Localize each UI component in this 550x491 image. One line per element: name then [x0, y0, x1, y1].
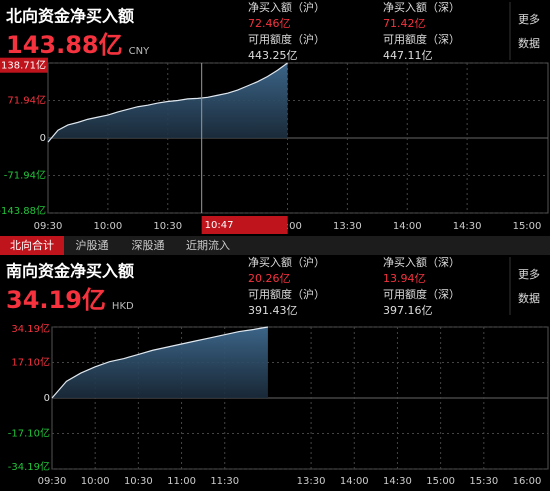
tab[interactable]: 近期流入 — [186, 238, 230, 252]
more-link[interactable]: 更多 — [518, 267, 540, 281]
x-tick-label: 14:30 — [453, 221, 482, 232]
stat-label: 可用额度（深） — [383, 287, 460, 301]
stat-label: 可用额度（沪） — [248, 287, 325, 301]
total-value: 143.88亿 — [6, 31, 123, 59]
more-link[interactable]: 数据 — [518, 36, 540, 50]
y-tick-label: 17.10亿 — [11, 355, 50, 368]
y-tick-label: -34.19亿 — [8, 460, 50, 473]
x-tick-label: 10:00 — [81, 476, 110, 487]
x-tick-label: 10:30 — [124, 476, 153, 487]
currency: CNY — [129, 46, 150, 57]
more-link[interactable]: 数据 — [518, 291, 540, 305]
currency: HKD — [112, 301, 134, 312]
tab[interactable]: 沪股通 — [76, 238, 109, 252]
stat-label: 净买入额（深） — [383, 0, 460, 14]
x-tick-label: 13:30 — [297, 476, 326, 487]
total-value: 34.19亿 — [6, 286, 106, 314]
stat-value: 443.25亿 — [248, 49, 298, 62]
y-tick-label: -71.94亿 — [4, 169, 46, 182]
stat-value: 391.43亿 — [248, 304, 298, 317]
stat-value: 447.11亿 — [383, 49, 433, 62]
tab[interactable]: 深股通 — [132, 239, 165, 252]
cursor-y-box — [0, 57, 48, 73]
stat-label: 净买入额（沪） — [248, 0, 325, 14]
more-link[interactable]: 更多 — [518, 12, 540, 26]
panel-title: 南向资金净买入额 — [6, 262, 134, 281]
x-tick-label: 11:00 — [167, 476, 196, 487]
stat-label: 净买入额（深） — [383, 255, 460, 269]
tab-bar — [0, 236, 550, 255]
x-tick-label: 16:00 — [513, 476, 542, 487]
x-tick-label: 10:30 — [153, 221, 182, 232]
x-tick-label: 09:30 — [38, 476, 67, 487]
stat-label: 可用额度（沪） — [248, 32, 325, 46]
x-tick-label: 10:00 — [93, 221, 122, 232]
area — [48, 63, 288, 143]
stat-value: 71.42亿 — [383, 17, 426, 30]
stat-value: 72.46亿 — [248, 17, 291, 30]
x-tick-label: 15:00 — [513, 221, 542, 232]
line — [51, 326, 269, 399]
y-tick-label: 71.94亿 — [7, 94, 46, 107]
stat-value: 397.16亿 — [383, 304, 433, 317]
panel-title: 北向资金净买入额 — [6, 7, 134, 26]
x-tick-label: 09:30 — [34, 221, 63, 232]
cursor-x-label: 10:47 — [205, 220, 234, 231]
x-tick-label: 15:30 — [469, 476, 498, 487]
tab-active — [0, 236, 64, 255]
stat-value: 20.26亿 — [248, 272, 291, 285]
cursor-y-label: 138.71亿 — [1, 59, 46, 72]
x-tick-label: 15:00 — [426, 476, 455, 487]
x-tick-label: 11:30 — [210, 476, 239, 487]
y-tick-label: 0 — [40, 133, 46, 144]
tab[interactable]: 北向合计 — [10, 238, 54, 252]
y-tick-label: 0 — [44, 393, 50, 404]
y-tick-label: 34.19亿 — [11, 322, 50, 335]
stat-label: 可用额度（深） — [383, 32, 460, 46]
stat-label: 净买入额（沪） — [248, 255, 325, 269]
x-tick-label: 14:00 — [393, 221, 422, 232]
area — [52, 327, 268, 398]
line — [47, 62, 288, 143]
x-tick-label: 13:30 — [333, 221, 362, 232]
stat-value: 13.94亿 — [383, 272, 426, 285]
x-tick-label: 14:30 — [383, 476, 412, 487]
y-tick-label: -143.88亿 — [0, 204, 46, 217]
y-tick-label: -17.10亿 — [8, 427, 50, 440]
x-tick-label: 14:00 — [340, 476, 369, 487]
cursor-x-box — [201, 216, 288, 234]
